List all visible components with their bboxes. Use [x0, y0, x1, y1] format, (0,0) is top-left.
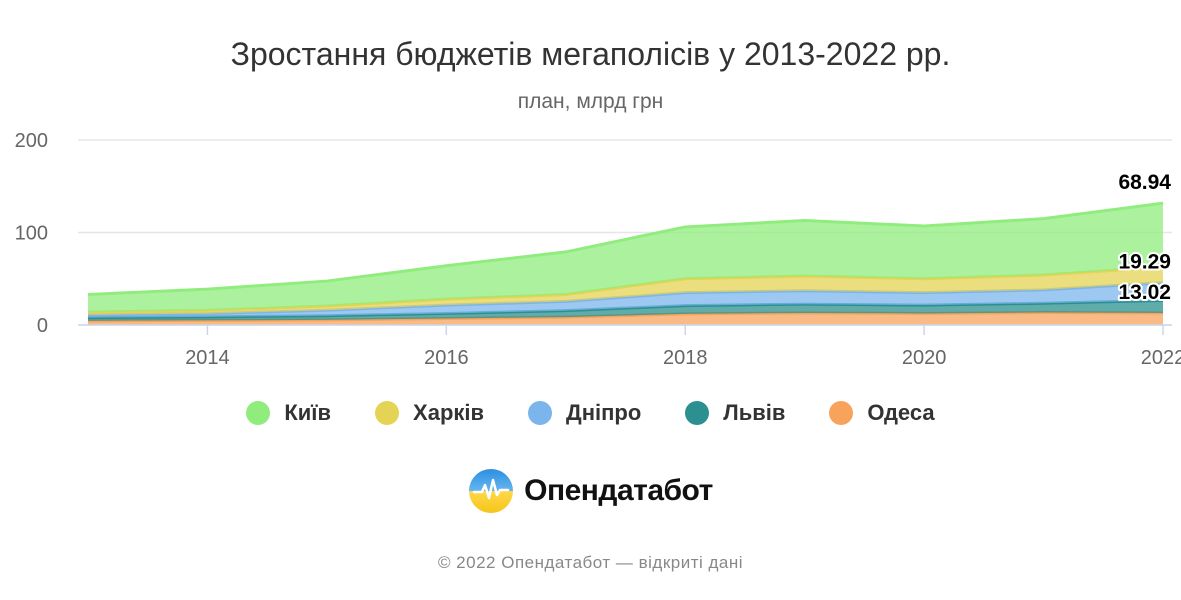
x-tick-label: 2016 [424, 347, 469, 369]
legend-label: Харків [413, 400, 485, 425]
legend-marker [246, 401, 271, 425]
area-chart: 0 100 200 2014 2016 2018 2020 2022 68.94 19.29 1… [15, 130, 1181, 369]
legend-marker [685, 401, 710, 425]
x-tick-label: 2014 [185, 347, 230, 369]
chart-title: Зростання бюджетів мегаполісів у 2013-20… [230, 36, 951, 72]
x-tick-label: 2020 [902, 347, 947, 369]
brand-logo: Опендатабот [0, 468, 1181, 514]
x-axis: 2014 2016 2018 2020 2022 [78, 324, 1181, 369]
footer-credit: © 2022 Опендатабот — відкриті дані [437, 553, 744, 572]
series-areas [87, 201, 1164, 325]
x-tick-label: 2022 [1141, 347, 1181, 369]
legend-item-Одеса[interactable]: Одеса [829, 400, 935, 426]
y-tick-label: 200 [15, 130, 48, 152]
legend-item-Київ[interactable]: Київ [246, 400, 331, 426]
legend-item-Харків[interactable]: Харків [375, 400, 484, 426]
x-tick-label: 2018 [663, 347, 708, 369]
area-Дніпро [88, 282, 1163, 318]
line-Київ [87, 201, 1164, 296]
legend-marker [528, 401, 553, 425]
legend-label: Львів [723, 400, 786, 425]
area-Одеса [88, 312, 1163, 325]
data-labels: 68.94 19.29 13.02 [1116, 169, 1173, 306]
legend: Київ Харків Дніпро Львів Одеса [0, 400, 1181, 426]
legend-label: Одеса [867, 400, 935, 425]
legend-item-Львів[interactable]: Львів [685, 400, 785, 426]
legend-item-Дніпро[interactable]: Дніпро [528, 400, 641, 426]
area-Київ [88, 203, 1163, 313]
brand-name: Опендатабот [524, 474, 713, 507]
opendatabot-logo-icon [469, 469, 514, 513]
legend-label: Київ [284, 400, 332, 425]
y-tick-label: 100 [15, 223, 48, 245]
legend-label: Дніпро [566, 400, 642, 425]
data-label-Київ: 68.94 [1118, 171, 1171, 194]
legend-marker [829, 401, 854, 425]
chart-subtitle: план, млрд грн [517, 90, 664, 113]
legend-marker [375, 401, 400, 425]
y-tick-label: 0 [37, 315, 48, 337]
data-label-Дніпро: 19.29 [1118, 251, 1171, 274]
y-axis: 0 100 200 [15, 130, 48, 337]
data-label-Одеса: 13.02 [1118, 281, 1171, 304]
